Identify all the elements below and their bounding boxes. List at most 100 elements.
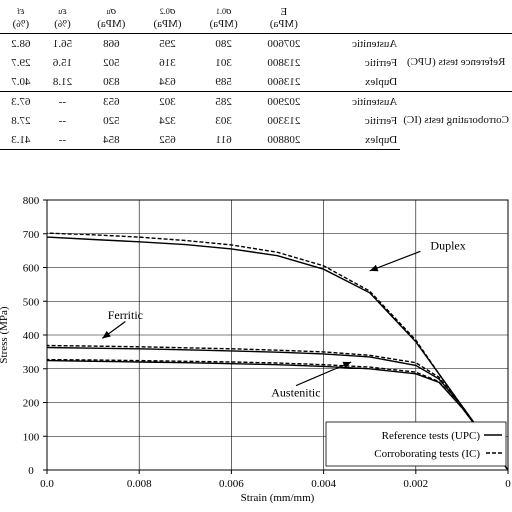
table-row: Reference tests (UPC) Austenitic 207600 …: [0, 34, 512, 69]
y-tick-label: 100: [23, 431, 40, 443]
x-axis-label: Strain (mm/mm): [241, 492, 315, 504]
header-eu-symbol: ε: [62, 5, 67, 17]
stress-strain-chart: 0 0.002 0.004 0.006 0.008 0.0 0 100 200 300 400 500…: [0, 195, 511, 504]
table-row: Corroborating tests (IC) Austenitic 2029…: [0, 91, 512, 150]
annotation-arrow-austenitic: [295, 361, 352, 387]
header-ef-unit: (%): [12, 18, 30, 30]
legend-label-1: Corroborating tests (IC): [374, 448, 480, 460]
cell-su: 830: [103, 75, 120, 88]
header-s02-symbol: σ: [169, 5, 176, 17]
header-E: E (MPa): [251, 4, 316, 34]
x-tick-label: 0.008: [127, 478, 152, 490]
cell-s02: 634: [159, 75, 176, 88]
cell-ef: 67.3: [0, 91, 42, 111]
group-label-corroborating: Corroborating tests (IC): [400, 91, 512, 150]
grid: [46, 199, 509, 471]
cell-su: 502: [103, 56, 120, 69]
cell-E: 213600: [267, 75, 301, 88]
header-s02-sub: 0.2: [159, 7, 170, 16]
annotation-label-ferritic: Ferritic: [108, 308, 143, 322]
cell-su: 854: [83, 130, 140, 150]
properties-table: E (MPa) σ0.1 (MPa) σ0.2 (MPa) σu (MPa) ε…: [0, 4, 512, 150]
annotation-arrowhead-duplex: [369, 264, 379, 272]
table-header-row: E (MPa) σ0.1 (MPa) σ0.2 (MPa) σu (MPa) ε…: [0, 4, 512, 34]
header-su-unit: (MPa): [97, 18, 126, 30]
y-tick-label: 700: [23, 229, 40, 241]
header-su-symbol: σ: [110, 5, 117, 17]
cell-E: 213300: [267, 114, 301, 127]
cell-ef: 68.2: [11, 37, 31, 50]
x-tick-label: 0.006: [219, 478, 244, 490]
header-s01-symbol: σ: [225, 5, 232, 17]
cell-grade: Duplex: [315, 130, 401, 150]
series-austenitic-reference: [46, 359, 509, 471]
header-E-unit: (MPa): [269, 17, 298, 30]
cell-eu: --: [41, 130, 84, 150]
cell-E: 213800: [267, 56, 301, 69]
annotation-arrowhead-ferritic: [102, 330, 111, 339]
cell-E: 202900: [251, 91, 316, 111]
header-test: [400, 4, 512, 34]
cell-s01: 589: [215, 75, 232, 88]
x-tick-label: 0.004: [311, 478, 336, 490]
annotation-arrowhead-austenitic: [342, 361, 352, 369]
cell-s02: 295: [159, 37, 176, 50]
header-su-sub: u: [106, 7, 111, 16]
header-E-symbol: E: [280, 5, 288, 18]
cell-s02: 652: [139, 130, 196, 150]
y-tick-label: 600: [23, 263, 40, 275]
x-tick-label: 0: [505, 478, 511, 490]
y-axis-label: Stress (MPa): [0, 306, 10, 363]
header-ef-sub: f: [17, 7, 20, 16]
cell-s02: 324: [159, 114, 176, 127]
legend-box: [325, 421, 507, 467]
x-tick-label: 0.0: [40, 478, 54, 490]
header-s01-sub: 0.1: [215, 7, 226, 16]
cell-eu: 21.8: [52, 75, 73, 88]
cell-eu: 56.1: [52, 37, 73, 50]
cell-su: 520: [103, 114, 120, 127]
header-ef: εf (%): [0, 4, 42, 34]
y-tick-label: 800: [23, 195, 40, 207]
header-su: σu (MPa): [83, 4, 140, 34]
cell-grade: Ferritic: [364, 114, 398, 127]
header-s02-unit: (MPa): [153, 18, 182, 30]
cell-eu: 15.6: [52, 56, 73, 69]
cell-grade: Austenitic: [315, 91, 401, 111]
annotations: Duplex Ferritic Austenitic: [101, 239, 466, 399]
series-group: [46, 232, 509, 471]
annotation-label-austenitic: Austenitic: [271, 385, 320, 399]
series-austenitic-corroborating: [46, 358, 509, 471]
header-eu: εu (%): [41, 4, 84, 34]
header-s01-unit: (MPa): [209, 18, 238, 30]
cell-su: 653: [83, 91, 140, 111]
header-s01: σ0.1 (MPa): [195, 4, 252, 34]
header-eu-sub: u: [58, 7, 63, 16]
cell-eu: --: [58, 114, 67, 127]
cell-s01: 301: [215, 56, 232, 69]
y-tick-label: 400: [23, 330, 40, 342]
cell-ef: 41.3: [0, 130, 42, 150]
x-tick-label: 0.002: [403, 478, 428, 490]
series-ferritic-corroborating: [46, 344, 509, 471]
cell-s02: 302: [139, 91, 196, 111]
y-tick-label: 300: [23, 364, 40, 376]
cell-ef: 29.7: [11, 56, 31, 69]
cell-s01: 303: [215, 114, 232, 127]
legend-label-0: Reference tests (UPC): [382, 430, 481, 442]
cell-s02: 316: [159, 56, 176, 69]
cell-s01: 280: [215, 37, 232, 50]
y-tick-label: 200: [23, 398, 40, 410]
legend: Reference tests (UPC) Corroborating tests…: [325, 421, 507, 467]
header-eu-unit: (%): [54, 18, 71, 30]
y-tick-label: 500: [23, 296, 40, 308]
cell-grade: Austenitic: [352, 37, 398, 50]
axes: 0 0.002 0.004 0.006 0.008 0.0 0 100 200 300 400 500…: [0, 195, 511, 504]
header-grade: [315, 4, 401, 34]
header-ef-symbol: ε: [19, 5, 25, 17]
cell-E: 207600: [267, 37, 301, 50]
cell-s01: 611: [195, 130, 252, 150]
cell-s01: 285: [195, 91, 252, 111]
cell-grade: Duplex: [364, 75, 398, 88]
y-tick-label: 0: [28, 465, 34, 477]
